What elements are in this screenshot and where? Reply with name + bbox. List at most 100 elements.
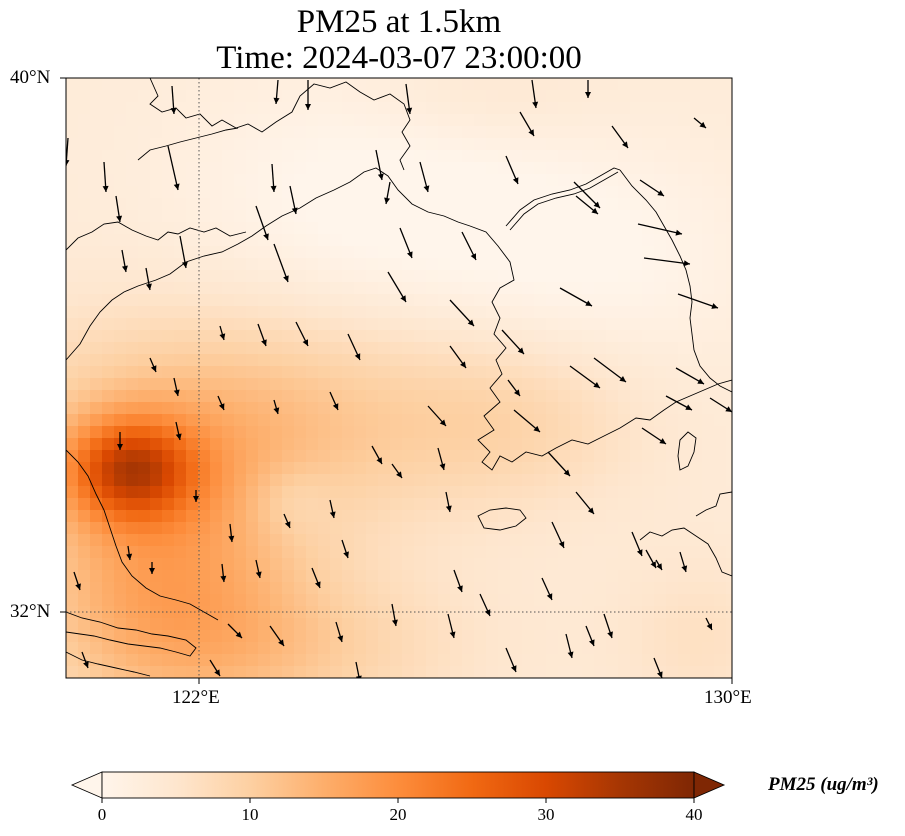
pm25-cell — [558, 114, 571, 127]
pm25-cell — [174, 306, 187, 319]
pm25-cell — [690, 234, 703, 247]
pm25-cell — [666, 546, 679, 559]
pm25-cell — [474, 270, 487, 283]
pm25-cell — [606, 450, 619, 463]
pm25-cell — [258, 258, 271, 271]
pm25-cell — [294, 114, 307, 127]
pm25-cell — [270, 246, 283, 259]
pm25-cell — [546, 582, 559, 595]
pm25-cell — [642, 138, 655, 151]
pm25-cell — [690, 534, 703, 547]
pm25-cell — [342, 522, 355, 535]
pm25-cell — [306, 582, 319, 595]
pm25-cell — [474, 366, 487, 379]
pm25-cell — [234, 510, 247, 523]
pm25-cell — [510, 102, 523, 115]
pm25-cell — [594, 222, 607, 235]
wind-arrow-head — [460, 361, 466, 368]
pm25-cell — [150, 90, 163, 103]
pm25-cell — [642, 294, 655, 307]
pm25-cell — [150, 126, 163, 139]
pm25-cell — [378, 246, 391, 259]
pm25-cell — [174, 450, 187, 463]
pm25-cell — [102, 378, 115, 391]
pm25-cell — [210, 438, 223, 451]
gridlines — [66, 78, 732, 678]
pm25-cell — [174, 366, 187, 379]
pm25-cell — [594, 546, 607, 559]
pm25-cell — [654, 510, 667, 523]
pm25-cell — [378, 270, 391, 283]
pm25-cell — [498, 78, 511, 91]
pm25-cell — [534, 450, 547, 463]
pm25-cell — [426, 114, 439, 127]
pm25-cell — [426, 414, 439, 427]
wind-arrow-head — [607, 631, 613, 638]
pm25-cell — [234, 330, 247, 343]
wind-arrow-head — [517, 347, 524, 354]
pm25-cell — [582, 294, 595, 307]
pm25-cell — [582, 486, 595, 499]
pm25-cell — [534, 534, 547, 547]
pm25-cell — [642, 450, 655, 463]
pm25-cell — [162, 294, 175, 307]
pm25-cell — [714, 654, 727, 667]
pm25-cell — [450, 594, 463, 607]
pm25-cell — [282, 174, 295, 187]
pm25-cell — [702, 450, 715, 463]
pm25-cell — [666, 630, 679, 643]
pm25-cell — [426, 462, 439, 475]
wind-arrow-head — [175, 433, 182, 440]
pm25-cell — [270, 486, 283, 499]
pm25-cell — [282, 90, 295, 103]
pm25-cell — [126, 90, 139, 103]
pm25-cell — [666, 618, 679, 631]
pm25-cell — [474, 102, 487, 115]
pm25-cell — [558, 450, 571, 463]
pm25-cell — [606, 126, 619, 139]
pm25-cell — [78, 174, 91, 187]
pm25-cell — [210, 558, 223, 571]
pm25-cell — [126, 498, 139, 511]
pm25-cell — [258, 582, 271, 595]
pm25-cell — [282, 438, 295, 451]
pm25-cell — [522, 234, 535, 247]
pm25-cell — [378, 630, 391, 643]
pm25-cell — [690, 222, 703, 235]
pm25-cell — [570, 582, 583, 595]
pm25-cell — [630, 126, 643, 139]
pm25-cell — [150, 630, 163, 643]
pm25-cell — [510, 510, 523, 523]
pm25-cell — [438, 174, 451, 187]
pm25-cell — [282, 306, 295, 319]
pm25-cell — [498, 378, 511, 391]
pm25-cell — [174, 198, 187, 211]
pm25-cell — [294, 522, 307, 535]
pm25-cell — [354, 570, 367, 583]
pm25-cell — [246, 462, 259, 475]
pm25-cell — [534, 174, 547, 187]
pm25-cell — [126, 318, 139, 331]
pm25-cell — [270, 210, 283, 223]
pm25-cell — [558, 606, 571, 619]
pm25-cell — [594, 558, 607, 571]
pm25-cell — [510, 450, 523, 463]
pm25-cell — [282, 246, 295, 259]
pm25-cell — [186, 354, 199, 367]
coastline-korea-west — [469, 225, 732, 471]
pm25-cell — [402, 210, 415, 223]
pm25-cell — [702, 306, 715, 319]
pm25-cell — [414, 498, 427, 511]
pm25-cell — [210, 234, 223, 247]
pm25-cell — [162, 186, 175, 199]
pm25-cell — [474, 642, 487, 655]
pm25-cell — [126, 174, 139, 187]
pm25-cell — [702, 162, 715, 175]
pm25-cell — [138, 162, 151, 175]
pm25-cell — [474, 582, 487, 595]
pm25-cell — [138, 534, 151, 547]
pm25-cell — [222, 210, 235, 223]
pm25-cell — [546, 402, 559, 415]
pm25-cell — [678, 534, 691, 547]
pm25-cell — [234, 426, 247, 439]
